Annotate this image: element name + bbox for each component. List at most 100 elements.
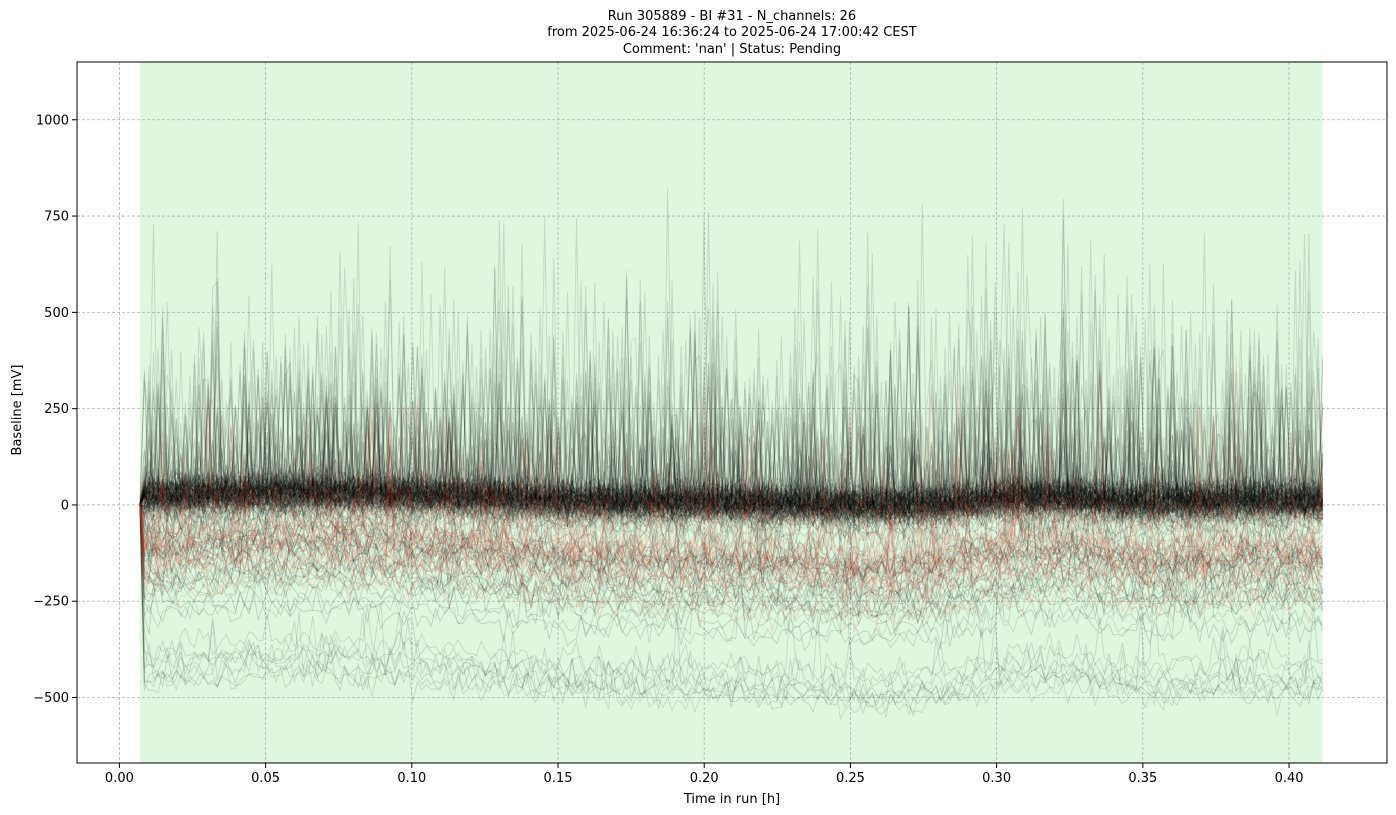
y-tick-label: 1000 — [36, 113, 69, 128]
title-line-2: from 2025-06-24 16:36:24 to 2025-06-24 1… — [547, 25, 917, 40]
series-line — [139, 331, 1324, 523]
series-line — [139, 342, 1324, 512]
series-line — [139, 301, 1324, 529]
series-line — [139, 325, 1324, 535]
series-line — [139, 415, 1323, 526]
series-line — [139, 279, 1324, 520]
x-tick-label: 0.35 — [1128, 771, 1157, 786]
series-line — [139, 244, 1324, 523]
series-line — [139, 401, 1324, 571]
series-line — [139, 377, 1324, 536]
series-line — [139, 504, 1324, 625]
series-line — [139, 316, 1324, 523]
series-line — [139, 493, 1323, 609]
series-line — [139, 317, 1324, 530]
series-line — [139, 198, 1323, 507]
series-line — [139, 272, 1324, 519]
series-line — [139, 339, 1324, 515]
series-line — [139, 504, 1323, 721]
series-line — [139, 356, 1324, 511]
series-line — [139, 356, 1324, 532]
series-line — [139, 503, 1324, 577]
series-line — [139, 422, 1324, 603]
series-line — [139, 459, 1324, 583]
series-line — [139, 381, 1323, 519]
series-line — [139, 343, 1323, 535]
series-line — [139, 280, 1324, 527]
series-line — [139, 378, 1324, 526]
series-line — [139, 442, 1324, 594]
series-line — [139, 331, 1324, 527]
series-line — [139, 222, 1324, 522]
series-line — [139, 376, 1324, 548]
series-line — [139, 328, 1324, 516]
series-line — [139, 310, 1324, 506]
series-line — [139, 368, 1324, 525]
series-line — [139, 358, 1324, 533]
series-line — [139, 485, 1324, 602]
series-line — [139, 484, 1324, 607]
series-line — [139, 334, 1324, 508]
series-line — [139, 504, 1324, 646]
series-line — [139, 345, 1324, 513]
series-line — [139, 504, 1323, 624]
series-line — [139, 318, 1323, 530]
series-line — [139, 328, 1324, 520]
series-line — [139, 376, 1323, 527]
series-line — [139, 462, 1324, 540]
series-line — [139, 334, 1324, 527]
series-line — [139, 460, 1324, 578]
series-line — [139, 504, 1324, 637]
x-tick-label: 0.15 — [544, 771, 573, 786]
series-line — [139, 350, 1324, 525]
series-line — [139, 498, 1323, 617]
series-line — [139, 285, 1324, 521]
series-line — [139, 270, 1324, 526]
series-line — [139, 243, 1324, 524]
series-line — [139, 344, 1324, 515]
series-line — [139, 291, 1324, 521]
series-line — [139, 469, 1324, 570]
series-line — [139, 332, 1324, 523]
series-line — [139, 504, 1323, 580]
series-line — [139, 283, 1324, 517]
x-tick-label: 0.30 — [982, 771, 1011, 786]
series-line — [139, 390, 1323, 514]
series-line — [139, 304, 1323, 521]
series-line — [139, 228, 1324, 526]
series-line — [139, 301, 1323, 517]
series-line — [139, 369, 1323, 541]
series-line — [139, 333, 1323, 528]
series-line — [139, 232, 1324, 516]
series-line — [139, 301, 1324, 523]
series-lines — [139, 188, 1324, 721]
series-line — [139, 298, 1324, 527]
series-line — [139, 436, 1323, 600]
series-line — [139, 295, 1324, 523]
x-tick-label: 0.00 — [105, 771, 134, 786]
series-line — [139, 504, 1324, 700]
x-tick-label: 0.10 — [397, 771, 426, 786]
series-line — [139, 251, 1324, 518]
series-line — [139, 346, 1324, 513]
series-line — [139, 302, 1324, 516]
series-line — [139, 292, 1324, 524]
series-line — [139, 219, 1324, 523]
series-line — [139, 325, 1323, 531]
y-tick-label: 750 — [44, 210, 69, 225]
series-line — [139, 280, 1323, 531]
x-tick-label: 0.40 — [1275, 771, 1304, 786]
series-line — [139, 342, 1324, 519]
series-line — [139, 215, 1324, 532]
series-line — [139, 217, 1324, 517]
series-line — [139, 504, 1324, 716]
series-line — [139, 456, 1323, 539]
x-axis-label: Time in run [h] — [683, 792, 780, 807]
y-tick-label: 500 — [44, 306, 69, 321]
series-line — [139, 240, 1324, 515]
series-line — [139, 280, 1324, 516]
series-line — [139, 223, 1324, 520]
series-line — [139, 467, 1324, 603]
series-line — [139, 259, 1323, 526]
